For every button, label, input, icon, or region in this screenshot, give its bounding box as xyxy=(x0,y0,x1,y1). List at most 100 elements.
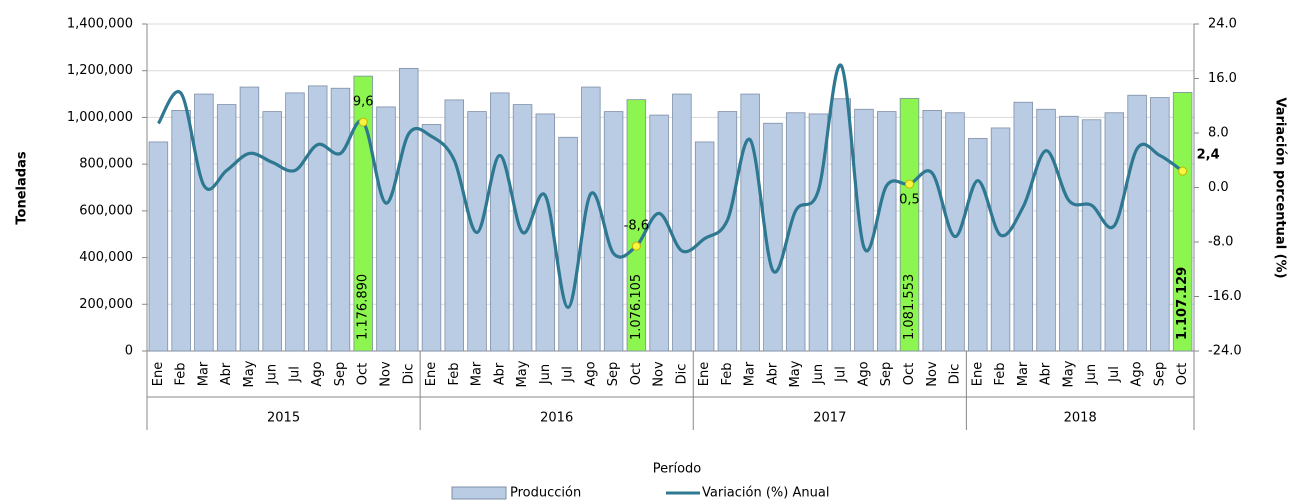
bar-value-label: 1.081.553 xyxy=(902,274,917,340)
bar xyxy=(899,97,920,352)
line-value-label: 9,6 xyxy=(353,95,374,110)
bar xyxy=(239,86,260,352)
x-tick-label: Ene xyxy=(424,362,439,386)
x-tick-label: May xyxy=(242,360,257,387)
y-tick-label: 1,000,000 xyxy=(67,110,133,125)
bar xyxy=(922,110,942,352)
bar xyxy=(1150,97,1170,352)
bar xyxy=(558,136,578,352)
x-tick-label: Ago xyxy=(583,361,598,386)
x-tick-label: Sep xyxy=(879,362,894,387)
bar xyxy=(672,93,692,352)
x-tick-label: Abr xyxy=(765,362,780,385)
y2-tick-label: 8.0 xyxy=(1208,126,1229,141)
x-tick-label: Feb xyxy=(720,362,735,385)
x-tick-label: Ago xyxy=(310,361,325,386)
bar xyxy=(1036,108,1056,352)
x-tick-label: Ene xyxy=(151,362,166,386)
y-tick-label: 600,000 xyxy=(79,203,133,218)
bar-value-label: 1.176.890 xyxy=(356,274,371,340)
x-tick-label: May xyxy=(788,360,803,387)
line-value-label: -8,6 xyxy=(624,219,649,234)
x-tick-label: Abr xyxy=(1039,362,1054,385)
x-tick-label: Nov xyxy=(378,361,393,387)
x-tick-label: Mar xyxy=(470,361,485,386)
y-tick-label: 800,000 xyxy=(79,157,133,172)
x-tick-label: Feb xyxy=(993,362,1008,385)
bar xyxy=(512,104,533,352)
y2-tick-label: 0.0 xyxy=(1208,180,1229,195)
bar-value-label: 1.107.129 xyxy=(1175,267,1190,340)
bar xyxy=(1013,101,1034,352)
bar xyxy=(740,93,760,352)
x-tick-label: Jul xyxy=(1107,366,1122,383)
y-tick-label: 0 xyxy=(125,344,133,359)
x-tick-label: Sep xyxy=(333,362,348,387)
legend-swatch xyxy=(451,486,507,500)
bar xyxy=(1081,119,1102,352)
x-tick-label: Mar xyxy=(1016,361,1031,386)
x-tick-label: Oct xyxy=(356,363,371,385)
x-tick-label: Jul xyxy=(561,366,576,383)
group-label: 2018 xyxy=(1064,411,1097,426)
bar xyxy=(171,110,191,352)
bar xyxy=(353,75,373,352)
bar xyxy=(831,98,851,352)
bar xyxy=(876,111,897,352)
x-tick-label: Ene xyxy=(697,362,712,386)
bar xyxy=(990,127,1011,352)
x-tick-label: Dic xyxy=(674,364,689,385)
x-tick-label: Mar xyxy=(743,361,758,386)
line-marker xyxy=(358,117,368,127)
y2-tick-label: 16.0 xyxy=(1208,71,1237,86)
y-axis-title: Toneladas xyxy=(15,151,30,224)
x-tick-label: Mar xyxy=(196,361,211,386)
line-marker xyxy=(904,179,914,189)
x-tick-label: Jun xyxy=(811,364,826,385)
group-label: 2015 xyxy=(267,411,300,426)
x-tick-label: Feb xyxy=(174,362,189,385)
bar xyxy=(1104,112,1125,352)
bar xyxy=(330,87,351,352)
bar xyxy=(490,92,510,352)
x-axis-title: Período xyxy=(653,462,702,477)
bar xyxy=(376,106,396,352)
x-tick-label: Feb xyxy=(447,362,462,385)
bar xyxy=(581,86,601,352)
x-tick-label: May xyxy=(1061,360,1076,387)
x-tick-label: Jun xyxy=(265,364,280,385)
y-tick-label: 400,000 xyxy=(79,250,133,265)
bar xyxy=(763,122,783,352)
x-tick-label: Oct xyxy=(902,363,917,385)
line-value-label: 2,4 xyxy=(1197,148,1220,163)
bar xyxy=(262,111,282,352)
x-tick-label: Nov xyxy=(652,361,667,387)
bar xyxy=(785,112,806,352)
line-value-label: 0,5 xyxy=(899,193,920,208)
y2-tick-label: 24.0 xyxy=(1208,17,1237,32)
x-tick-label: Oct xyxy=(1175,363,1190,385)
bar xyxy=(444,99,465,352)
x-tick-label: May xyxy=(515,360,530,387)
bar xyxy=(1127,94,1147,352)
x-tick-label: Abr xyxy=(492,362,507,385)
bar xyxy=(694,141,715,352)
x-tick-label: Ago xyxy=(856,361,871,386)
x-tick-label: Ene xyxy=(970,362,985,386)
bar xyxy=(626,99,647,352)
x-tick-label: Jun xyxy=(1084,364,1099,385)
line-marker xyxy=(1178,166,1188,176)
x-tick-label: Dic xyxy=(401,364,416,385)
line-marker xyxy=(631,241,641,251)
x-tick-label: Dic xyxy=(948,364,963,385)
line xyxy=(156,63,1184,310)
bar xyxy=(148,141,169,352)
bar xyxy=(1059,115,1079,352)
bar-value-label: 1.076.105 xyxy=(629,274,644,340)
bar xyxy=(854,108,874,352)
y2-tick-label: -8.0 xyxy=(1208,235,1233,250)
bar xyxy=(1172,92,1193,352)
y2-tick-label: -16.0 xyxy=(1208,289,1242,304)
